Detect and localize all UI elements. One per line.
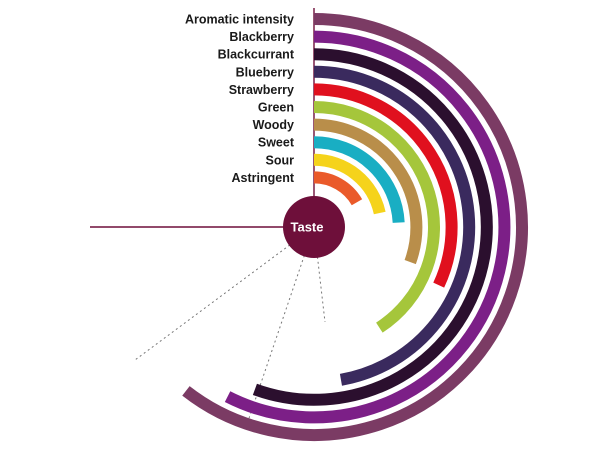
- guide-dotted-2: [244, 226, 315, 431]
- label-astringent: Astringent: [232, 171, 295, 185]
- arc-sweet: [313, 136, 405, 224]
- arc-green: [313, 101, 440, 333]
- arc-sour: [313, 153, 386, 215]
- label-green: Green: [258, 101, 294, 115]
- label-woody: Woody: [253, 118, 294, 132]
- label-sour: Sour: [266, 153, 295, 167]
- label-blueberry: Blueberry: [236, 65, 294, 79]
- arc-series: [182, 13, 528, 441]
- guide-dotted-1: [134, 226, 315, 361]
- arc-aromatic-intensity: [182, 13, 528, 441]
- label-sweet: Sweet: [258, 136, 295, 150]
- center-label: Taste: [291, 220, 324, 235]
- arc-blackcurrant: [252, 48, 493, 406]
- arc-woody: [313, 118, 423, 265]
- label-blackcurrant: Blackcurrant: [218, 48, 295, 62]
- arc-blackberry: [224, 30, 511, 424]
- arc-strawberry: [313, 83, 458, 288]
- label-strawberry: Strawberry: [229, 83, 294, 97]
- arc-blueberry: [313, 65, 476, 386]
- label-aromatic-intensity: Aromatic intensity: [185, 13, 294, 27]
- arc-astringent: [313, 171, 363, 206]
- category-labels: Aromatic intensity Blackberry Blackcurrant…: [185, 13, 295, 185]
- center-circle: [283, 196, 345, 258]
- label-blackberry: Blackberry: [229, 30, 294, 44]
